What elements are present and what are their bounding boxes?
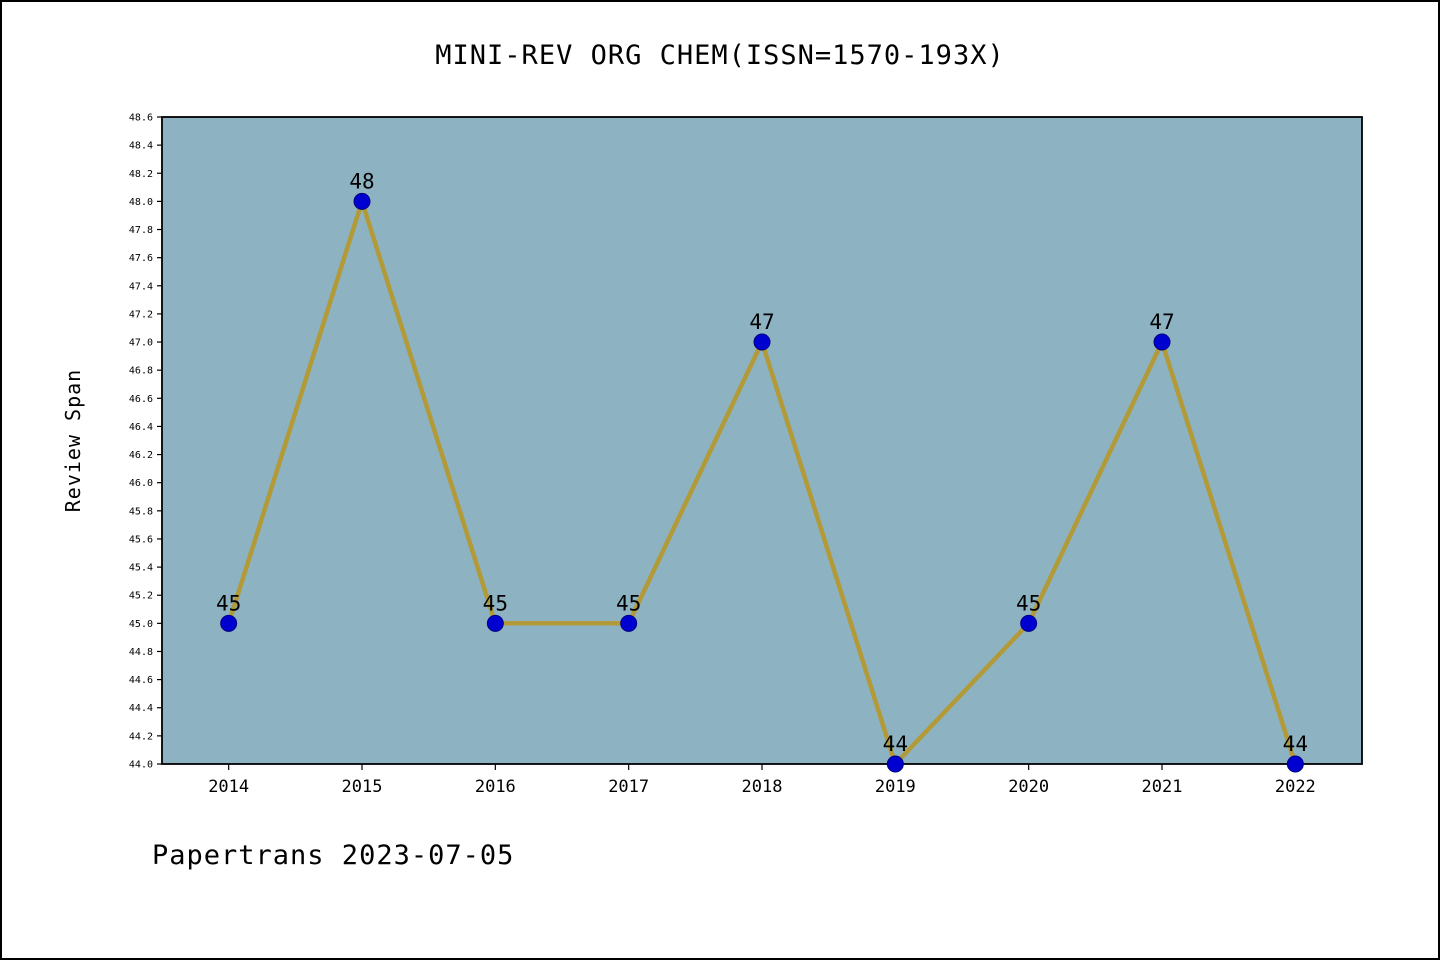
y-tick-label: 46.2 (129, 450, 153, 461)
y-tick-label: 47.4 (129, 281, 153, 292)
footer-text: Papertrans 2023-07-05 (152, 840, 515, 871)
x-tick-label: 2019 (875, 777, 916, 797)
data-point (1153, 333, 1171, 351)
x-tick-label: 2018 (742, 777, 783, 797)
y-tick-label: 45.6 (129, 534, 153, 545)
y-tick-label: 47.2 (129, 309, 153, 320)
y-tick-label: 46.6 (129, 394, 153, 405)
data-point (620, 614, 638, 632)
y-tick-label: 44.8 (129, 647, 153, 658)
data-point-label: 44 (1283, 732, 1308, 756)
plot-area (162, 117, 1362, 764)
y-tick-label: 48.2 (129, 169, 153, 180)
data-point (353, 192, 371, 210)
data-point (220, 614, 238, 632)
y-tick-label: 48.4 (129, 141, 153, 152)
y-tick-label: 44.0 (129, 760, 153, 771)
x-tick-label: 2022 (1275, 777, 1316, 797)
x-tick-label: 2016 (475, 777, 516, 797)
y-tick-label: 45.4 (129, 563, 153, 574)
x-tick-label: 2015 (342, 777, 383, 797)
data-point (1286, 755, 1304, 773)
data-point-label: 47 (1149, 310, 1174, 334)
y-tick-label: 46.8 (129, 366, 153, 377)
y-axis-label: Review Span (61, 369, 85, 512)
y-tick-label: 47.0 (129, 338, 153, 349)
data-point-label: 45 (616, 591, 641, 615)
y-tick-label: 47.6 (129, 253, 153, 264)
data-point (486, 614, 504, 632)
data-point (1020, 614, 1038, 632)
chart-title: MINI-REV ORG CHEM(ISSN=1570-193X) (435, 40, 1005, 71)
data-point-label: 45 (1016, 591, 1041, 615)
y-tick-label: 45.0 (129, 619, 153, 630)
data-point-label: 45 (483, 591, 508, 615)
y-tick-label: 48.6 (129, 113, 153, 124)
x-tick-label: 2017 (608, 777, 649, 797)
x-tick-label: 2020 (1008, 777, 1049, 797)
y-tick-label: 47.8 (129, 225, 153, 236)
y-tick-label: 48.0 (129, 197, 153, 208)
axes-frame (161, 116, 1363, 765)
data-point (886, 755, 904, 773)
x-tick-label: 2014 (208, 777, 249, 797)
data-point (753, 333, 771, 351)
data-point-label: 47 (749, 310, 774, 334)
data-point-label: 44 (883, 732, 908, 756)
y-tick-label: 44.4 (129, 703, 153, 714)
x-tick-label: 2021 (1142, 777, 1183, 797)
y-tick-label: 44.6 (129, 675, 153, 686)
data-point-label: 48 (349, 169, 374, 193)
data-point-label: 45 (216, 591, 241, 615)
y-tick-label: 46.4 (129, 422, 153, 433)
y-tick-label: 44.2 (129, 731, 153, 742)
y-tick-label: 45.8 (129, 506, 153, 517)
y-tick-label: 46.0 (129, 478, 153, 489)
y-tick-label: 45.2 (129, 591, 153, 602)
